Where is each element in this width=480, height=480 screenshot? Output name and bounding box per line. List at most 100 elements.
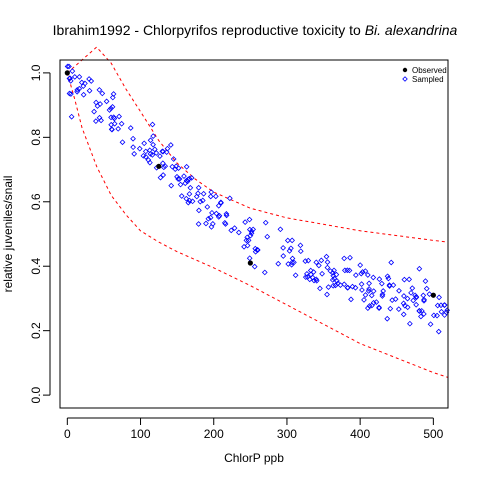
legend-label: Sampled [412,75,444,84]
sampled-point [215,214,222,220]
sampled-point [358,281,365,288]
sampled-point [337,282,344,288]
sampled-point [111,120,118,127]
sampled-point [151,146,158,153]
sampled-point [80,91,87,98]
sampled-point [288,245,294,252]
sampled-point [427,321,434,328]
sampled-point [423,285,430,292]
sampled-point [376,276,383,282]
sampled-point [160,172,167,178]
sampled-point [247,232,254,239]
sampled-point [97,101,104,107]
sampled-point [325,284,332,290]
sampled-point [74,87,81,93]
sampled-point [359,287,365,293]
sampled-point [188,174,195,181]
x-axis-label: ChlorP ppb [224,451,284,465]
legend-marker-sampled [402,76,408,82]
y-tick-label: 0.8 [29,129,43,146]
sampled-point [68,113,75,120]
sampled-point [420,292,427,299]
sampled-point [401,293,407,299]
x-tick-label: 300 [277,427,297,441]
sampled-point [186,175,193,182]
sampled-point [108,105,114,112]
sampled-point [99,90,106,97]
sampled-point [147,159,153,166]
y-tick-label: 0.0 [29,386,43,403]
sampled-point [159,160,166,167]
band-line-lower [66,72,449,378]
sampled-point [331,267,337,274]
sampled-point [387,305,394,312]
sampled-point [226,195,233,202]
sampled-point [395,306,402,313]
sampled-point [197,198,204,205]
sampled-point [157,174,164,181]
sampled-point [421,297,427,304]
sampled-point [110,91,117,97]
sampled-point [147,137,154,144]
sampled-point [401,276,408,283]
sampled-point [189,198,196,205]
sampled-point [242,219,249,226]
sampled-point [208,224,215,230]
sampled-point [173,163,180,170]
sampled-point [251,263,258,270]
sampled-point [178,193,185,199]
sampled-point [193,193,200,200]
sampled-point [404,304,411,311]
sampled-point [235,229,242,236]
sampled-point [385,275,392,282]
sampled-point [68,91,74,97]
sampled-point [244,242,251,249]
sampled-point [66,90,73,97]
x-axis: 0 100 200 300 400 500 [64,417,444,441]
sampled-point [421,296,427,303]
sampled-point [130,135,136,142]
sampled-point [207,193,214,200]
chart-title: Ibrahim1992 - Chlorpyrifos reproductive … [53,22,458,38]
sampled-point [341,281,348,288]
sampled-point [246,216,253,223]
sampled-point [378,280,385,287]
sampled-point [91,108,97,115]
sampled-point [307,267,314,274]
sampled-point [71,74,78,80]
sampled-point [370,274,377,281]
sampled-point [66,63,72,70]
sampled-point [69,68,76,74]
sampled-point [203,220,209,227]
sampled-point [209,209,215,216]
sampled-point [408,289,414,296]
sampled-point [324,259,331,266]
sampled-point [181,173,187,180]
sampled-point [246,255,253,262]
sampled-point [109,104,116,110]
sampled-point [438,308,445,315]
sampled-point [108,114,114,121]
x-tick-label: 400 [350,427,370,441]
sampled-point [109,94,116,101]
sampled-point [384,315,391,322]
sampled-point [76,73,83,80]
sampled-point [389,297,396,304]
sampled-point [187,184,194,191]
sampled-point [195,184,202,191]
sampled-point [177,181,184,188]
sampled-point [364,272,371,278]
sampled-point [390,282,397,288]
sampled-point [118,120,125,127]
sampled-point [410,297,417,304]
chart-title-italic: Bi. alexandrina [365,22,458,38]
sampled-point [347,254,353,261]
sampled-point [93,118,99,125]
sampled-point [160,164,167,171]
chart-title-main: Ibrahim1992 - Chlorpyrifos reproductive … [53,22,361,38]
sampled-point [186,197,193,204]
sampled-point [262,219,269,226]
sampled-point [108,126,115,133]
sampled-point [297,242,304,249]
sampled-point [346,267,353,274]
